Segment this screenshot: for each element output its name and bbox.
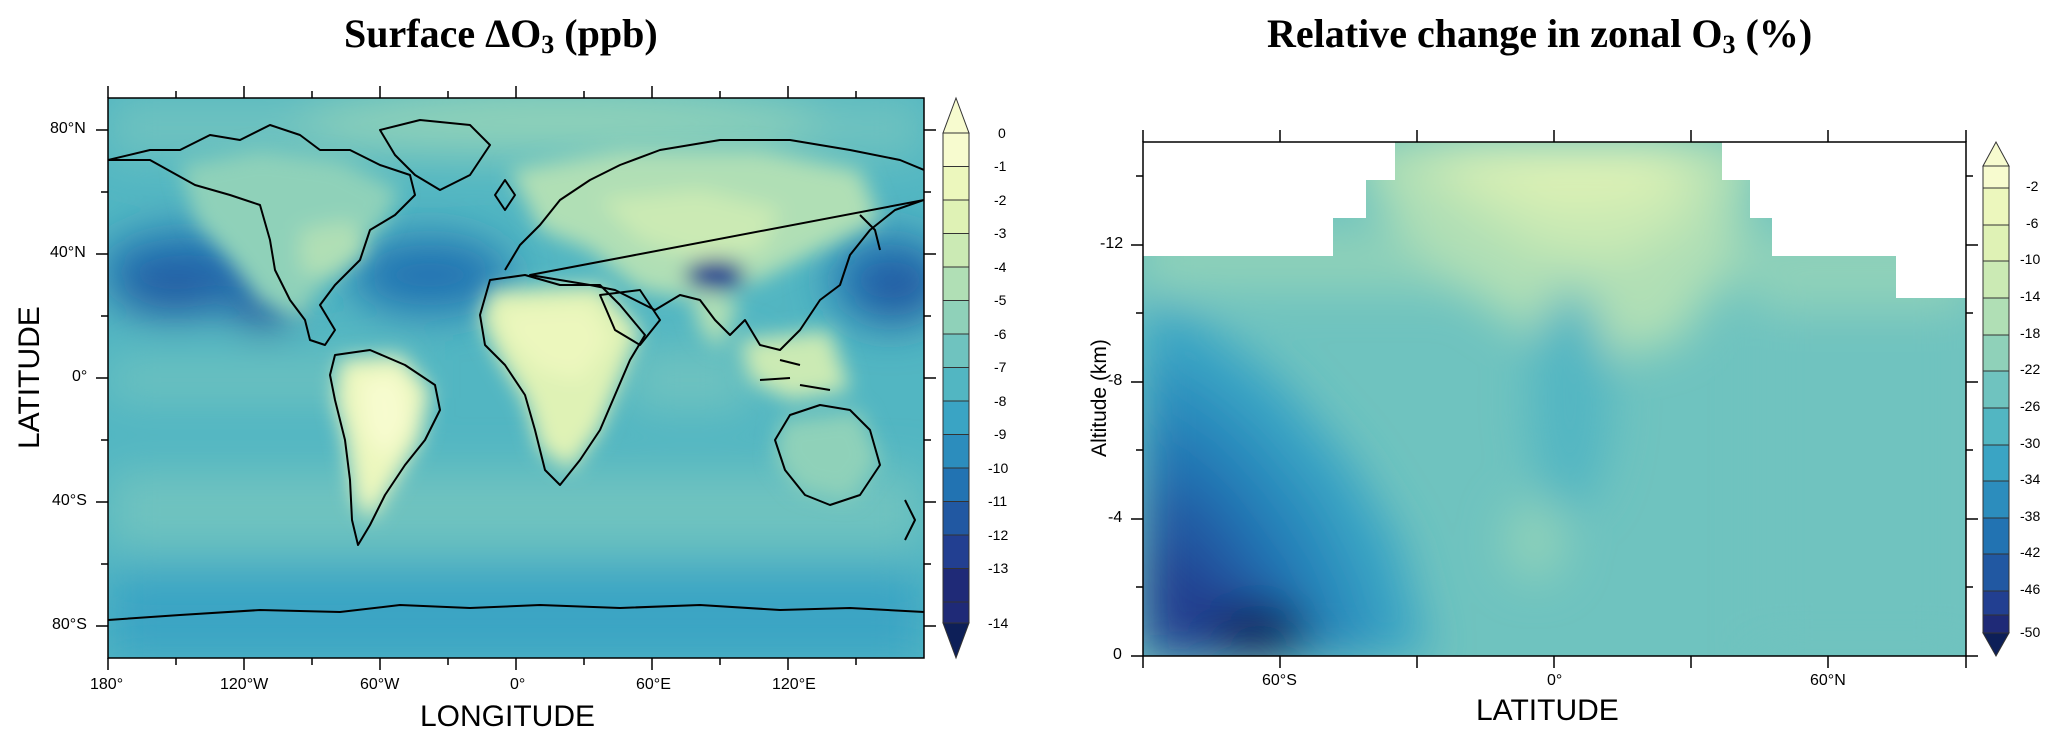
right-colorbar-label: -2 — [2026, 178, 2039, 194]
left-colorbar-label: -3 — [994, 225, 1007, 241]
masked-region-right — [1722, 142, 1966, 298]
right-colorbar-label: -10 — [2020, 251, 2041, 267]
left-colorbar-label: -1 — [994, 158, 1007, 174]
left-colorbar-top-arrow — [942, 96, 970, 134]
left-colorbar-label: -14 — [988, 615, 1009, 631]
right-colorbar-label: -18 — [2020, 325, 2041, 341]
right-plot-title: Relative change in zonal O3 (%) — [1267, 11, 1813, 59]
left-colorbar-label: -9 — [994, 426, 1007, 442]
left-x-tick: 60°W — [360, 676, 400, 693]
right-ylabel: Altitude (km) — [1088, 339, 1111, 457]
right-y-tick: -8 — [1108, 372, 1123, 389]
left-colorbar-label: -4 — [994, 259, 1007, 275]
left-y-tick: 0° — [72, 368, 88, 385]
left-colorbar-label: -6 — [994, 326, 1007, 342]
left-colorbar-label: -8 — [994, 393, 1007, 409]
left-colorbar-label: -11 — [988, 493, 1008, 509]
right-colorbar-label: -6 — [2026, 215, 2039, 231]
left-colorbar-bottom-arrow — [942, 622, 970, 660]
right-y-tick: -4 — [1108, 509, 1123, 526]
left-colorbar-label: -7 — [994, 359, 1007, 375]
right-colorbar-label: -22 — [2020, 361, 2041, 377]
masked-region — [1143, 142, 1395, 256]
left-x-tick: 120°E — [772, 676, 816, 693]
left-colorbar-label: -2 — [994, 192, 1007, 208]
map-ticks — [96, 86, 936, 670]
left-colorbar-label: 0 — [998, 125, 1006, 141]
right-colorbar-label: -46 — [2020, 581, 2041, 597]
left-ylabel: LATITUDE — [13, 306, 46, 449]
right-colorbar — [1982, 140, 2010, 658]
right-y-tick: -12 — [1100, 235, 1124, 252]
right-colorbar-label: -50 — [2020, 624, 2041, 640]
left-x-tick: 60°E — [636, 676, 671, 693]
right-xlabel: LATITUDE — [1476, 694, 1619, 727]
left-y-tick: 80°S — [52, 616, 87, 633]
left-colorbar-label: -12 — [988, 527, 1009, 543]
zonal-ticks — [1131, 130, 1978, 668]
surface-ozone-map — [108, 98, 924, 658]
right-x-tick: 0° — [1547, 672, 1563, 689]
left-x-tick: 180° — [90, 676, 124, 693]
left-y-tick: 80°N — [50, 120, 86, 137]
left-colorbar — [942, 96, 970, 660]
coastlines — [108, 119, 924, 621]
right-colorbar-label: -26 — [2020, 398, 2041, 414]
right-colorbar-label: -30 — [2020, 435, 2041, 451]
left-y-tick: 40°S — [52, 492, 87, 509]
right-y-tick: 0 — [1113, 646, 1122, 663]
left-map-title: Surface ΔO3 (ppb) — [344, 11, 658, 59]
right-colorbar-label: -38 — [2020, 508, 2041, 524]
right-x-tick: 60°N — [1810, 672, 1846, 689]
right-x-tick: 60°S — [1262, 672, 1297, 689]
left-y-tick: 40°N — [50, 244, 86, 261]
left-colorbar-label: -13 — [988, 560, 1009, 576]
right-colorbar-label: -14 — [2020, 288, 2041, 304]
right-colorbar-top-arrow — [1982, 140, 2010, 167]
right-colorbar-label: -42 — [2020, 544, 2041, 560]
left-colorbar-label: -10 — [988, 460, 1009, 476]
right-colorbar-bottom-arrow — [1982, 632, 2010, 658]
left-x-tick: 120°W — [220, 676, 269, 693]
left-colorbar-label: -5 — [994, 292, 1007, 308]
zonal-ozone-plot — [1143, 142, 1966, 656]
left-x-tick: 0° — [510, 676, 526, 693]
left-xlabel: LONGITUDE — [420, 700, 596, 733]
right-colorbar-label: -34 — [2020, 471, 2041, 487]
